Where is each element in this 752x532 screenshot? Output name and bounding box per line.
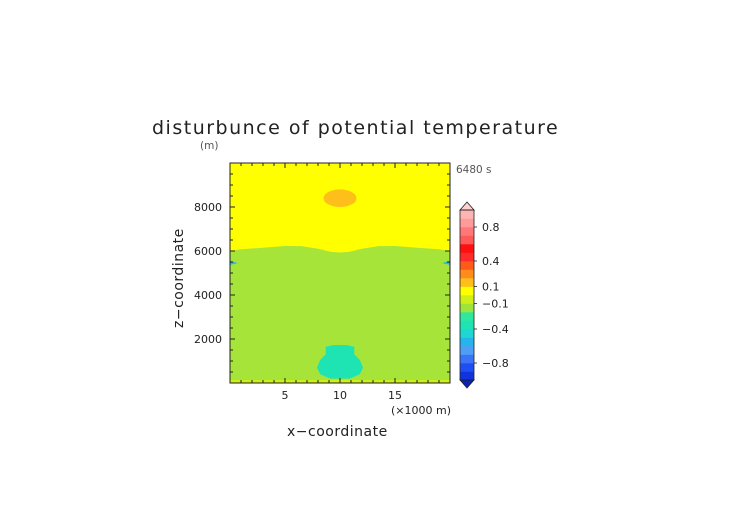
y-tick-label: 4000 bbox=[194, 289, 222, 302]
colorbar-tick-label: −0.4 bbox=[482, 323, 509, 336]
colorbar-segment bbox=[460, 235, 474, 245]
colorbar-tick-label: 0.4 bbox=[482, 255, 500, 268]
colorbar-top-cap bbox=[459, 201, 475, 211]
colorbar-segment bbox=[460, 346, 474, 355]
y-tick-label: 8000 bbox=[194, 201, 222, 214]
colorbar: 0.8 0.4 0.1 −0.1 −0.4 −0.8 bbox=[459, 201, 509, 389]
colorbar-tick-label: 0.8 bbox=[482, 221, 500, 234]
colorbar-segment bbox=[460, 227, 474, 236]
x-axis: 5 10 15 bbox=[240, 163, 440, 402]
plot-area bbox=[229, 162, 451, 384]
colorbar-segment bbox=[460, 363, 474, 372]
colorbar-segment bbox=[460, 354, 474, 364]
colorbar-segment bbox=[460, 303, 474, 313]
y-tick-label: 6000 bbox=[194, 245, 222, 258]
colorbar-segment bbox=[460, 320, 474, 330]
colorbar-segment bbox=[460, 210, 474, 219]
colorbar-segment bbox=[460, 252, 474, 262]
colorbar-segment bbox=[460, 295, 474, 304]
colorbar-segment bbox=[460, 312, 474, 321]
colorbar-segment bbox=[460, 261, 474, 270]
y-unit-label: (m) bbox=[200, 140, 218, 152]
colorbar-segment bbox=[460, 269, 474, 279]
time-label: 6480 s bbox=[456, 164, 492, 176]
colorbar-tick-label: −0.8 bbox=[482, 357, 509, 370]
colorbar-frame bbox=[459, 209, 475, 381]
colorbar-segment bbox=[460, 337, 474, 347]
colorbar-segment bbox=[460, 218, 474, 228]
colorbar-segment bbox=[460, 329, 474, 338]
colorbar-segment bbox=[460, 371, 474, 381]
x-tick-label: 15 bbox=[388, 389, 402, 402]
lower-layer-region bbox=[230, 245, 450, 383]
y-axis: 2000 4000 6000 8000 bbox=[194, 173, 450, 373]
colorbar-segment bbox=[460, 244, 474, 253]
colorbar-segment bbox=[460, 286, 474, 296]
x-unit-label: (×1000 m) bbox=[391, 404, 451, 417]
y-axis-label: z−coordinate bbox=[171, 228, 187, 328]
colorbar-segment bbox=[460, 278, 474, 287]
x-tick-label: 10 bbox=[333, 389, 347, 402]
x-tick-label: 5 bbox=[282, 389, 289, 402]
colorbar-tick-label: −0.1 bbox=[482, 298, 509, 311]
warm-anomaly-region bbox=[323, 189, 357, 207]
y-tick-label: 2000 bbox=[194, 333, 222, 346]
cold-anomaly-region bbox=[316, 344, 364, 379]
colorbar-tick-label: 0.1 bbox=[482, 281, 500, 294]
x-axis-label: x−coordinate bbox=[287, 424, 388, 440]
chart-title: disturbunce of potential temperature bbox=[152, 117, 559, 139]
colorbar-bottom-cap bbox=[459, 379, 475, 389]
